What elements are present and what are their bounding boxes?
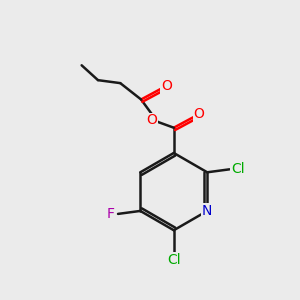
Text: F: F	[106, 207, 115, 221]
Text: O: O	[161, 79, 172, 93]
Text: Cl: Cl	[167, 253, 181, 267]
Text: N: N	[202, 204, 212, 218]
Text: O: O	[146, 113, 157, 127]
Text: Cl: Cl	[231, 162, 245, 176]
Text: O: O	[194, 107, 205, 121]
